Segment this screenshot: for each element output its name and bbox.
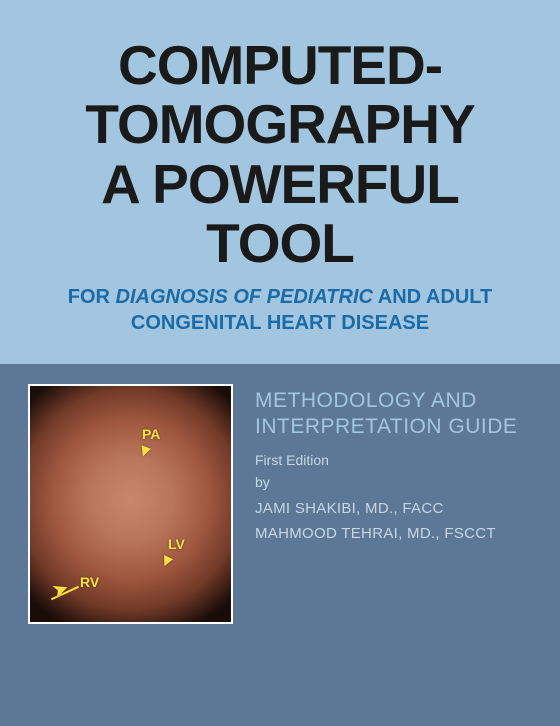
guide-title: METHODOLOGY AND INTERPRETATION GUIDE	[255, 388, 532, 441]
top-section: COMPUTED- TOMOGRAPHY A POWERFUL TOOL FOR…	[0, 0, 560, 364]
scan-render: PA ▾ LV ▾ RV ➤	[30, 386, 231, 622]
main-title: COMPUTED- TOMOGRAPHY A POWERFUL TOOL	[40, 36, 520, 274]
title-line-3: A POWERFUL	[40, 155, 520, 214]
guide-line-2: INTERPRETATION GUIDE	[255, 414, 532, 440]
author-2: MAHMOOD TEHRAI, MD., FSCCT	[255, 525, 532, 542]
by-text: by	[255, 474, 532, 490]
title-line-4: TOOL	[40, 214, 520, 273]
subtitle-emph: DIAGNOSIS OF PEDIATRIC	[116, 286, 373, 308]
title-line-1: COMPUTED-	[40, 36, 520, 95]
info-block: METHODOLOGY AND INTERPRETATION GUIDE Fir…	[255, 384, 532, 698]
book-cover: COMPUTED- TOMOGRAPHY A POWERFUL TOOL FOR…	[0, 0, 560, 726]
arrow-icon: ▾	[157, 547, 177, 574]
subtitle-pre: FOR	[68, 286, 116, 308]
edition-text: First Edition	[255, 452, 532, 468]
subtitle: FOR DIAGNOSIS OF PEDIATRIC AND ADULT CON…	[40, 284, 520, 336]
guide-line-1: METHODOLOGY AND	[255, 388, 532, 414]
title-line-2: TOMOGRAPHY	[40, 95, 520, 154]
arrow-icon: ▾	[136, 437, 154, 464]
scan-label-rv: RV	[80, 574, 99, 590]
author-1: JAMI SHAKIBI, MD., FACC	[255, 500, 532, 517]
bottom-section: PA ▾ LV ▾ RV ➤ METHODOLOGY AND INTERPRET…	[0, 364, 560, 726]
ct-scan-image: PA ▾ LV ▾ RV ➤	[28, 384, 233, 624]
